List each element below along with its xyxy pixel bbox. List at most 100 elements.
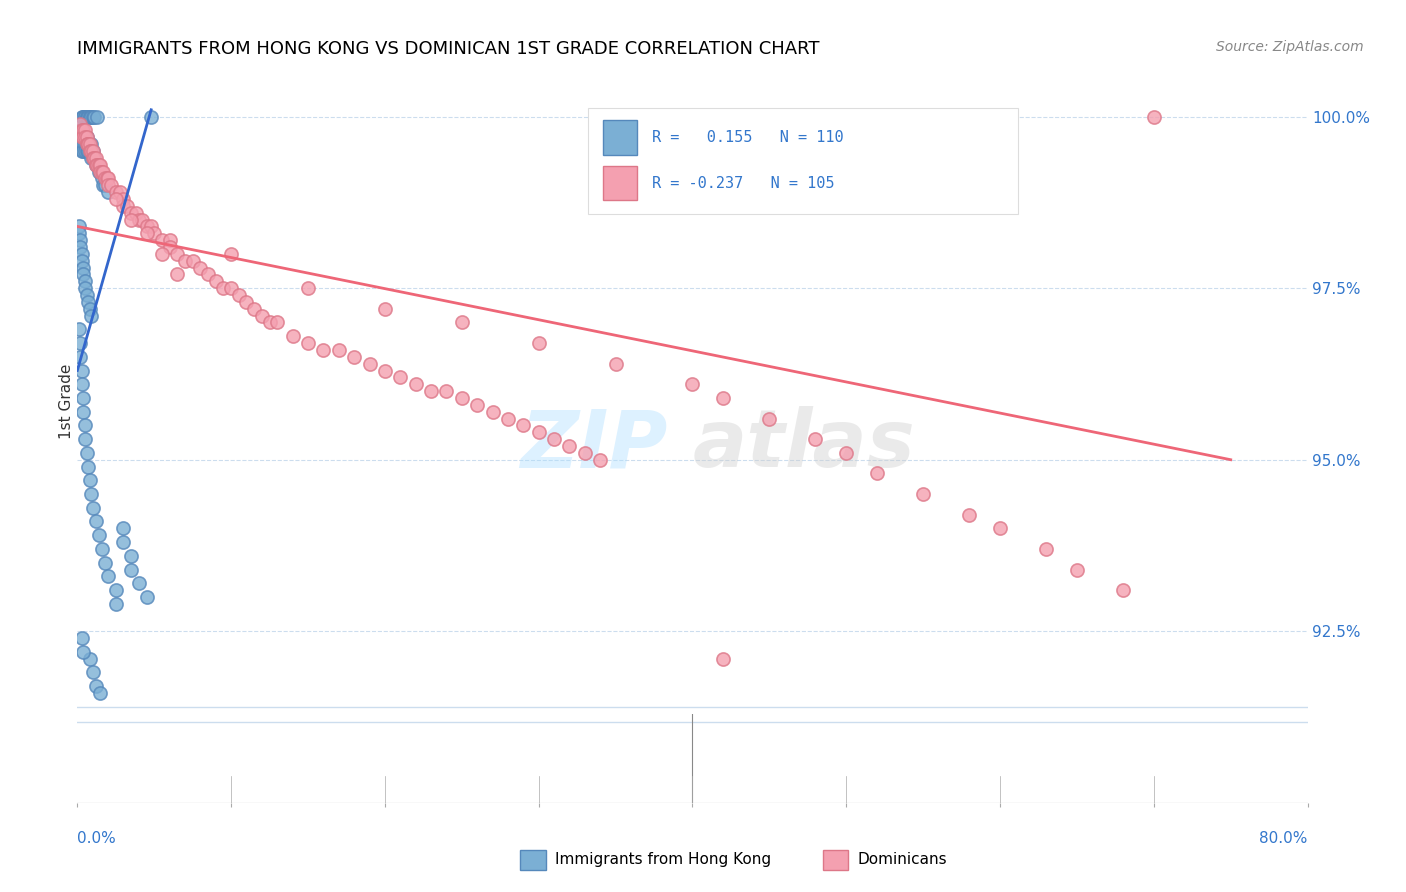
Point xyxy=(465,398,488,412)
Point xyxy=(82,151,104,165)
Point xyxy=(159,233,181,247)
Point xyxy=(76,446,98,460)
Point xyxy=(120,549,142,563)
Point xyxy=(72,260,94,275)
Text: R = -0.237   N = 105: R = -0.237 N = 105 xyxy=(652,176,834,191)
Point xyxy=(73,110,96,124)
Point xyxy=(80,309,103,323)
Point xyxy=(70,137,93,152)
Point xyxy=(589,452,612,467)
Point xyxy=(912,487,935,501)
Point xyxy=(188,260,212,275)
Point xyxy=(125,205,148,219)
Point xyxy=(297,336,319,351)
Point xyxy=(235,294,257,309)
Point xyxy=(73,274,96,288)
Point xyxy=(67,123,90,137)
Point xyxy=(69,137,91,152)
Point xyxy=(281,329,304,343)
Point xyxy=(150,247,173,261)
Point xyxy=(77,144,100,158)
Point xyxy=(73,137,96,152)
Point xyxy=(89,164,111,178)
Point xyxy=(80,151,103,165)
Point xyxy=(420,384,443,398)
Point xyxy=(83,110,105,124)
Point xyxy=(135,590,157,604)
Point xyxy=(243,301,266,316)
Point xyxy=(69,336,91,351)
Point xyxy=(543,432,565,446)
Point xyxy=(73,281,96,295)
Point xyxy=(84,158,107,172)
Point xyxy=(72,110,94,124)
Point xyxy=(141,110,163,124)
Point xyxy=(166,247,188,261)
Point xyxy=(197,268,219,282)
Point xyxy=(574,446,596,460)
Text: IMMIGRANTS FROM HONG KONG VS DOMINICAN 1ST GRADE CORRELATION CHART: IMMIGRANTS FROM HONG KONG VS DOMINICAN 1… xyxy=(77,40,820,58)
Point xyxy=(76,110,98,124)
Point xyxy=(1143,110,1166,124)
Point xyxy=(297,281,319,295)
Point xyxy=(72,137,94,152)
Point xyxy=(512,418,534,433)
Point xyxy=(76,130,98,145)
Text: atlas: atlas xyxy=(693,406,915,484)
Bar xyxy=(603,120,637,155)
Point xyxy=(1035,541,1057,556)
Point xyxy=(76,110,98,124)
Point xyxy=(69,240,91,254)
Point xyxy=(73,432,96,446)
Point xyxy=(97,171,120,186)
Point xyxy=(112,192,135,206)
Point xyxy=(79,301,101,316)
Point xyxy=(97,178,120,193)
Point xyxy=(70,144,93,158)
Point xyxy=(682,377,704,392)
Point xyxy=(72,268,94,282)
Point xyxy=(104,185,127,199)
Point xyxy=(76,144,98,158)
Point xyxy=(166,268,188,282)
Point xyxy=(93,164,115,178)
Point xyxy=(711,651,734,665)
Point xyxy=(72,123,94,137)
Point xyxy=(80,137,103,152)
Point xyxy=(70,631,93,645)
Point xyxy=(228,288,250,302)
Point xyxy=(86,110,108,124)
Point xyxy=(94,178,117,193)
Point xyxy=(835,446,858,460)
Point xyxy=(77,294,100,309)
Point xyxy=(120,205,142,219)
Point xyxy=(866,467,889,481)
Point xyxy=(120,212,142,227)
Point xyxy=(112,535,135,549)
Point xyxy=(450,391,472,405)
Point xyxy=(67,322,90,336)
Point xyxy=(84,158,107,172)
Point xyxy=(436,384,458,398)
Point xyxy=(77,110,100,124)
Point xyxy=(405,377,427,392)
Point xyxy=(69,233,91,247)
Text: 80.0%: 80.0% xyxy=(1260,831,1308,847)
Point xyxy=(76,130,98,145)
Point xyxy=(100,178,122,193)
Point xyxy=(72,645,94,659)
Text: Dominicans: Dominicans xyxy=(858,853,948,867)
Text: 0.0%: 0.0% xyxy=(77,831,117,847)
Point xyxy=(77,110,100,124)
Point xyxy=(70,130,93,145)
Point xyxy=(77,459,100,474)
Point xyxy=(69,130,91,145)
Point xyxy=(79,144,101,158)
Point xyxy=(67,227,90,241)
Point xyxy=(159,240,181,254)
Point xyxy=(83,151,105,165)
Point xyxy=(76,288,98,302)
Point xyxy=(82,665,104,680)
Text: ZIP: ZIP xyxy=(520,406,668,484)
Text: R =   0.155   N = 110: R = 0.155 N = 110 xyxy=(652,130,844,145)
